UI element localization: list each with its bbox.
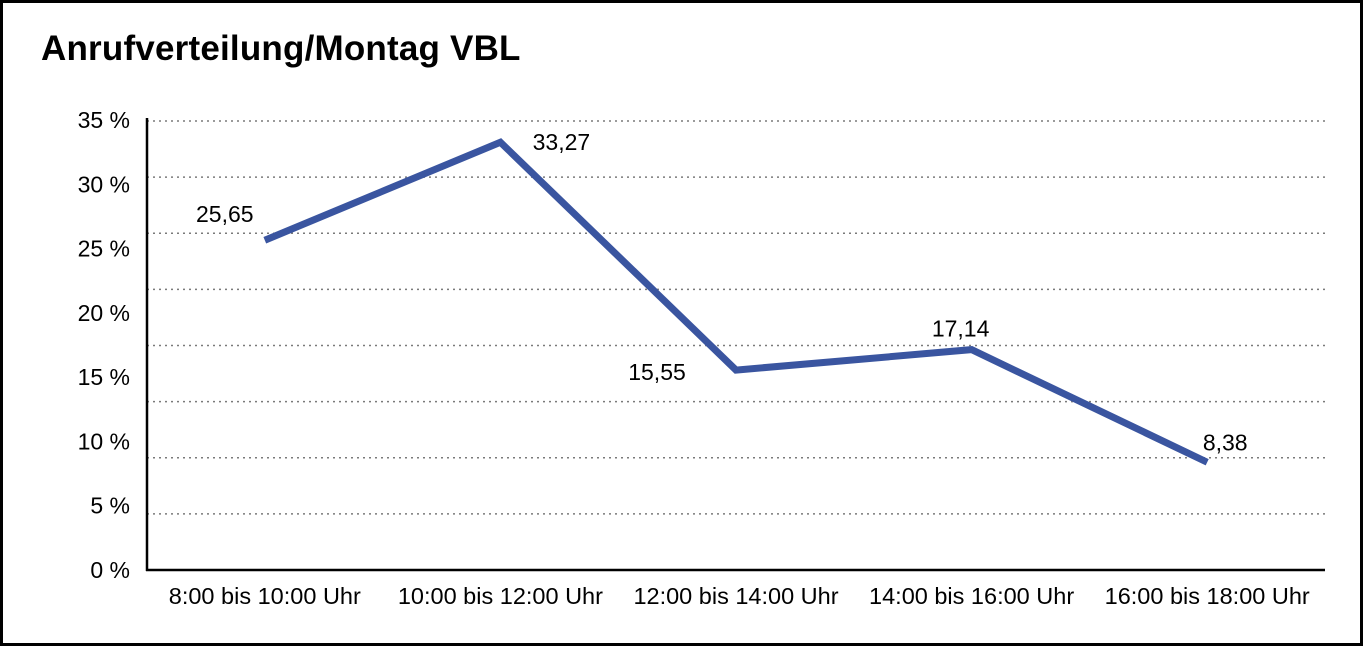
chart-title: Anrufverteilung/Montag VBL — [41, 29, 521, 68]
x-axis-label: 12:00 bis 14:00 Uhr — [633, 583, 838, 609]
series-line — [263, 138, 1209, 466]
y-axis-label: 15 % — [78, 364, 130, 390]
x-axis-label: 16:00 bis 18:00 Uhr — [1105, 583, 1310, 609]
data-value-label: 33,27 — [533, 129, 591, 155]
y-axis-label: 20 % — [78, 300, 130, 326]
y-axis-label: 0 % — [90, 557, 130, 583]
y-axis-label: 30 % — [78, 171, 130, 197]
x-axis-label: 14:00 bis 16:00 Uhr — [869, 583, 1074, 609]
x-axis-label: 10:00 bis 12:00 Uhr — [398, 583, 603, 609]
data-value-label: 8,38 — [1203, 429, 1248, 455]
data-value-label: 17,14 — [932, 316, 990, 342]
y-axis-label: 25 % — [78, 236, 130, 262]
y-axis-label: 10 % — [78, 428, 130, 454]
data-value-label: 15,55 — [628, 359, 686, 385]
data-value-label: 25,65 — [196, 201, 254, 227]
x-axis-label: 8:00 bis 10:00 Uhr — [169, 583, 361, 609]
y-axis-label: 35 % — [78, 107, 130, 133]
y-axis-label: 5 % — [90, 493, 130, 519]
line-chart-canvas: 0 % 5 % 10 % 15 % 20 % 25 % 30 % 35 % 8:00 bis 1… — [78, 107, 1325, 609]
